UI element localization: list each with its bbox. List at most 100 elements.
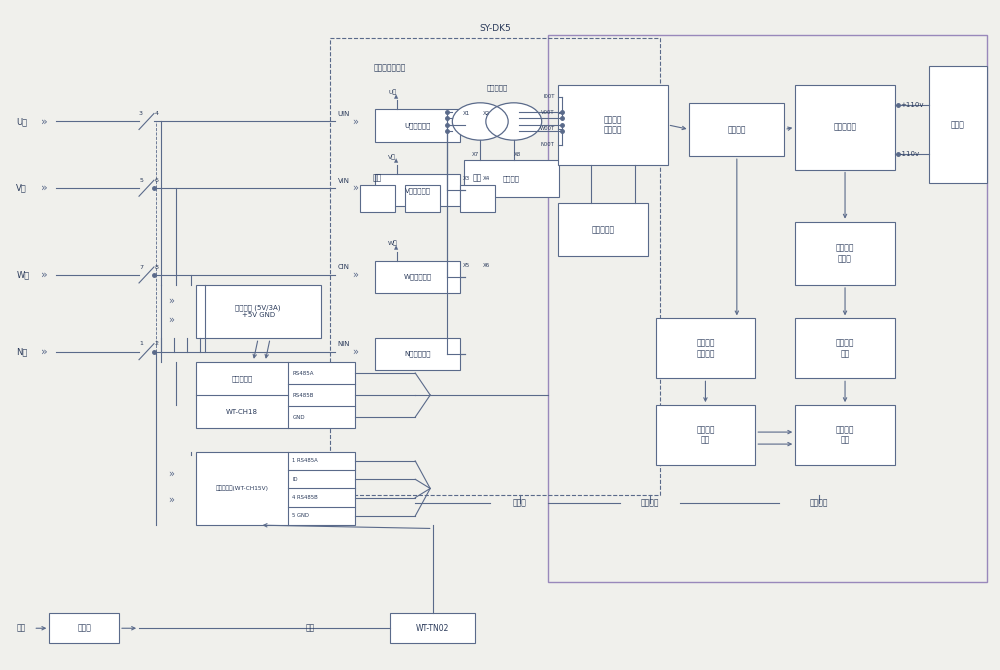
Text: 考试台: 考试台	[513, 498, 527, 508]
Text: »: »	[352, 183, 358, 193]
Text: 状态采集: 状态采集	[640, 498, 659, 508]
Text: V相: V相	[388, 154, 396, 159]
Text: SY-DK5: SY-DK5	[479, 23, 511, 33]
Text: 滤波滤波器: 滤波滤波器	[591, 225, 614, 234]
Text: 直流屏: 直流屏	[951, 120, 965, 129]
Text: VIN: VIN	[337, 178, 349, 184]
Text: »: »	[352, 117, 358, 127]
Text: 储能驱动
控制部分: 储能驱动 控制部分	[696, 338, 715, 358]
Bar	[689, 103, 784, 156]
Text: X1: X1	[463, 111, 470, 117]
Bar	[390, 613, 475, 643]
Bar	[464, 160, 559, 197]
Bar	[558, 203, 648, 256]
Text: 5 GND: 5 GND	[292, 513, 309, 519]
Bar	[375, 261, 460, 293]
Bar	[795, 222, 895, 285]
Text: ▲: ▲	[394, 159, 399, 163]
Text: N00T: N00T	[541, 142, 555, 147]
Text: »: »	[352, 270, 358, 280]
Text: 计算机: 计算机	[77, 624, 91, 632]
Bar	[375, 338, 460, 370]
Text: 网络: 网络	[306, 624, 315, 632]
Text: X3: X3	[463, 176, 470, 181]
Text: V相: V相	[16, 184, 27, 193]
Bar	[656, 318, 755, 379]
Text: 储能驱动
部分: 储能驱动 部分	[696, 425, 715, 445]
Text: 6: 6	[155, 178, 159, 183]
Text: 故障模拟器(WT-CH15V): 故障模拟器(WT-CH15V)	[216, 486, 269, 491]
Circle shape	[486, 103, 542, 140]
Text: X2: X2	[483, 111, 490, 117]
Text: »: »	[168, 296, 174, 306]
Bar	[795, 405, 895, 465]
Text: N相: N相	[16, 347, 28, 356]
Text: W00T: W00T	[540, 127, 555, 131]
Text: -110v: -110v	[900, 151, 920, 157]
Text: 1 RS485A: 1 RS485A	[292, 458, 318, 464]
Text: »: »	[41, 270, 48, 280]
Text: 4: 4	[155, 111, 159, 116]
Circle shape	[452, 103, 508, 140]
Text: 5: 5	[139, 178, 143, 183]
Bar	[196, 362, 355, 428]
Text: 主电: 主电	[17, 624, 26, 632]
Text: 交流电源
开关部分: 交流电源 开关部分	[603, 115, 622, 135]
Text: »: »	[168, 494, 174, 505]
Text: »: »	[168, 315, 174, 325]
Text: 4 RS485B: 4 RS485B	[292, 495, 318, 500]
Text: W相: W相	[16, 271, 30, 279]
Text: V00T: V00T	[541, 111, 555, 115]
Text: 转换开关: 转换开关	[728, 125, 746, 134]
Text: 3: 3	[139, 111, 143, 116]
Bar	[330, 38, 660, 495]
Text: 硬件模拟: 硬件模拟	[810, 498, 828, 508]
Text: 1: 1	[139, 341, 143, 346]
Text: WT-TN02: WT-TN02	[416, 624, 449, 632]
Text: RS485A: RS485A	[292, 371, 314, 375]
Text: ▲: ▲	[394, 245, 399, 251]
Bar	[558, 85, 668, 165]
Bar	[656, 405, 755, 465]
Bar	[795, 318, 895, 379]
Bar	[49, 613, 119, 643]
Text: +110v: +110v	[900, 102, 923, 108]
Text: »: »	[41, 117, 48, 127]
Text: 8: 8	[155, 265, 159, 269]
Text: W相过弹保护: W相过弹保护	[404, 273, 432, 280]
Text: X7: X7	[472, 152, 479, 157]
Bar	[196, 452, 355, 525]
Text: »: »	[41, 346, 48, 356]
Text: WT-CH18: WT-CH18	[226, 409, 258, 415]
Bar	[405, 185, 440, 212]
Text: X8: X8	[514, 152, 521, 157]
Text: »: »	[41, 183, 48, 193]
Text: 7: 7	[139, 265, 143, 269]
Text: »: »	[352, 346, 358, 356]
Text: W相: W相	[387, 241, 397, 247]
Text: 总线裂开器: 总线裂开器	[486, 84, 508, 91]
Text: 总线保护: 总线保护	[503, 176, 520, 182]
Text: N相过弹保护: N相过弹保护	[404, 350, 431, 357]
Text: NIN: NIN	[337, 341, 350, 347]
Text: U相过弹保护: U相过弹保护	[405, 122, 431, 129]
Text: X4: X4	[483, 176, 490, 181]
Text: GND: GND	[292, 415, 305, 419]
Text: 2: 2	[155, 341, 159, 346]
Text: 开关电源 (5V/3A)
+5V GND: 开关电源 (5V/3A) +5V GND	[235, 305, 281, 318]
Bar	[360, 185, 395, 212]
Text: 语音主控板: 语音主控板	[231, 375, 253, 382]
Bar	[929, 66, 987, 183]
Text: ▲: ▲	[394, 94, 399, 98]
Text: U相: U相	[388, 89, 396, 95]
Text: »: »	[168, 469, 174, 479]
Text: V相过弹保护: V相过弹保护	[405, 187, 431, 194]
Text: 中间继电
器部分: 中间继电 器部分	[836, 244, 854, 263]
Text: 启动: 启动	[373, 174, 382, 183]
Text: CIN: CIN	[337, 264, 349, 270]
Bar	[375, 174, 460, 206]
Text: X6: X6	[483, 263, 490, 268]
Text: 模拟控制
部分: 模拟控制 部分	[836, 425, 854, 445]
Bar	[375, 109, 460, 141]
Text: I00T: I00T	[543, 94, 555, 99]
